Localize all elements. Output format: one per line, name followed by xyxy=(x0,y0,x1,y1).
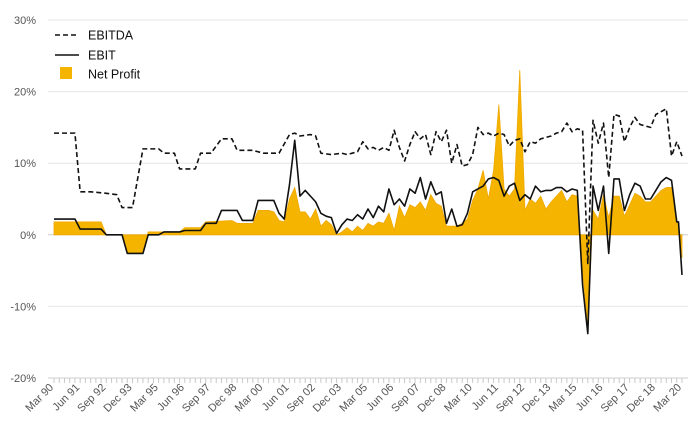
x-tick-label: Mar 05 xyxy=(337,382,370,415)
legend-item-ebitda[interactable]: EBITDA xyxy=(55,29,134,43)
y-tick-label: 0% xyxy=(20,230,36,242)
x-tick-label: Sep 92 xyxy=(75,382,108,415)
legend-item-net-profit[interactable]: Net Profit xyxy=(60,67,141,82)
x-tick-label: Dec 03 xyxy=(311,382,344,415)
x-tick-label: Dec 13 xyxy=(520,382,553,415)
x-tick-label: Mar 00 xyxy=(233,382,266,415)
series-area-net-profit xyxy=(53,70,683,326)
x-tick-label: Sep 07 xyxy=(389,382,422,415)
x-tick-label: Dec 08 xyxy=(415,382,448,415)
x-tick-label: Dec 93 xyxy=(101,382,134,415)
legend-item-ebit[interactable]: EBIT xyxy=(55,49,116,63)
x-tick-label: Dec 98 xyxy=(206,382,239,415)
y-tick-label: 30% xyxy=(14,15,36,27)
x-tick-label: Mar 10 xyxy=(442,382,475,415)
y-axis: -20% -10% 0% 10% 20% 30% xyxy=(10,15,36,385)
x-tick-label: Mar 15 xyxy=(547,382,580,415)
legend-swatch-net-profit xyxy=(60,67,72,79)
x-tick-label: Dec 18 xyxy=(625,382,658,415)
x-tick-label: Sep 02 xyxy=(285,382,318,415)
legend-label-net-profit: Net Profit xyxy=(88,68,141,82)
y-tick-label: 10% xyxy=(14,158,36,170)
x-tick-label: Mar 95 xyxy=(128,382,161,415)
y-tick-label: -20% xyxy=(10,373,36,385)
y-tick-label: 20% xyxy=(14,87,36,99)
area-layer xyxy=(53,70,683,326)
legend-label-ebitda: EBITDA xyxy=(88,29,134,43)
series-line-ebit xyxy=(54,139,683,335)
legend-label-ebit: EBIT xyxy=(88,49,116,63)
x-tick-label: Sep 12 xyxy=(494,382,527,415)
line-layer xyxy=(54,107,683,335)
y-tick-label: -10% xyxy=(10,301,36,313)
x-tick-label: Mar 90 xyxy=(23,382,56,415)
x-tick-label: Mar 20 xyxy=(651,382,684,415)
x-tick-label: Sep 17 xyxy=(599,382,632,415)
series-line-ebitda xyxy=(54,107,683,265)
legend: EBITDA EBIT Net Profit xyxy=(55,29,141,82)
x-tick-label: Sep 97 xyxy=(180,382,213,415)
